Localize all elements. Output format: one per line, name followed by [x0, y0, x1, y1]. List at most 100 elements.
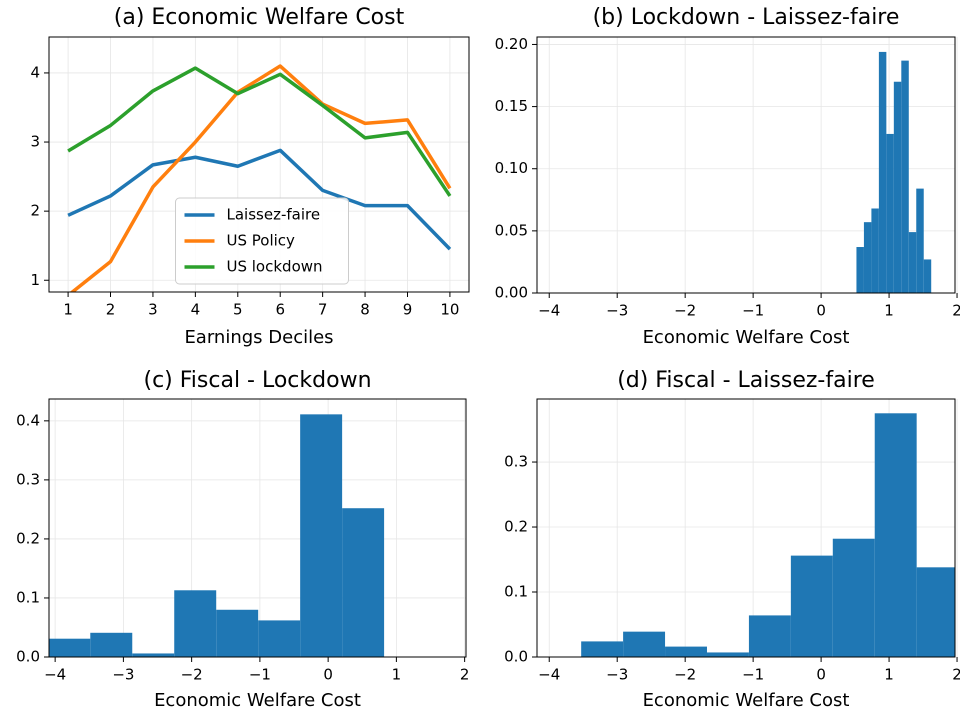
y-tick-label: 0.20 [495, 35, 528, 53]
x-tick-label: 7 [318, 301, 328, 319]
x-tick-label: 0 [816, 666, 826, 684]
axes-frame [536, 36, 956, 294]
subplot: −4 −3 −2 −1 0 1 2 0.0 0.1 0.2 0.3 0.4 (c) Fiscal - L… [16, 368, 469, 711]
bar [665, 646, 707, 657]
bar [856, 247, 864, 293]
bar [132, 653, 175, 657]
y-tick-label: 0.1 [504, 583, 528, 601]
x-tick-label: −3 [606, 302, 628, 320]
y-tick-label: 0.0 [16, 648, 40, 666]
y-tick-label: 0.15 [495, 97, 528, 115]
y-tick-label: 0.10 [495, 159, 528, 177]
x-tick-label: 2 [952, 666, 960, 684]
x-axis-label: Economic Welfare Cost [643, 327, 850, 348]
y-tick-label: 2 [30, 202, 40, 220]
x-tick-label: −3 [112, 666, 134, 684]
bar [863, 222, 872, 293]
chart-title: (c) Fiscal - Lockdown [143, 368, 371, 393]
bar [49, 638, 91, 657]
x-tick-label: 5 [233, 301, 243, 319]
chart-title: (d) Fiscal - Laissez-faire [617, 368, 875, 393]
x-tick-label: −1 [249, 666, 271, 684]
line [69, 64, 452, 292]
y-tick-label: 0.05 [495, 221, 528, 239]
x-tick-label: −2 [181, 666, 203, 684]
x-tick-label: 0 [323, 666, 333, 684]
y-tick-label: 0.00 [495, 284, 528, 302]
legend-label: Laissez-faire [227, 206, 321, 224]
y-tick-label: 0.1 [16, 588, 40, 606]
bar [90, 632, 133, 657]
axes-frame [48, 398, 467, 658]
bar [916, 188, 924, 293]
bar [874, 413, 917, 657]
bar [581, 641, 624, 657]
x-tick-label: 1 [884, 666, 894, 684]
x-tick-label: 10 [440, 301, 459, 319]
x-tick-label: 2 [952, 302, 960, 320]
y-tick-label: 0.2 [504, 518, 528, 536]
x-axis-label: Economic Welfare Cost [154, 690, 361, 711]
x-tick-label: 6 [275, 301, 285, 319]
bar [916, 567, 955, 657]
bar [886, 133, 894, 293]
legend-label: US Policy [227, 232, 296, 250]
bar [748, 615, 791, 657]
x-tick-label: 4 [191, 301, 201, 319]
x-axis-label: Economic Welfare Cost [643, 690, 850, 711]
chart-title: (a) Economic Welfare Cost [114, 5, 405, 30]
subplot: −4 −3 −2 −1 0 1 2 0.00 0.05 0.10 0.15 0.20 (b) Lockd… [495, 5, 960, 348]
y-tick-label: 0.2 [16, 529, 40, 547]
y-tick-label: 0.3 [16, 470, 40, 488]
x-tick-label: −2 [674, 666, 696, 684]
x-axis-label: Earnings Deciles [184, 327, 333, 348]
x-tick-label: 1 [63, 301, 73, 319]
bar [790, 555, 833, 657]
axes-frame [536, 398, 956, 658]
bar [174, 590, 217, 657]
x-tick-label: 1 [884, 302, 894, 320]
plot-area [581, 413, 955, 657]
bar [908, 232, 917, 293]
bar [923, 259, 932, 293]
bar [342, 508, 385, 657]
x-tick-label: −2 [674, 302, 696, 320]
plot-area [49, 414, 385, 657]
chart-title: (b) Lockdown - Laissez-faire [593, 5, 900, 30]
y-tick-label: 0.4 [16, 411, 40, 429]
x-tick-label: −4 [44, 666, 66, 684]
subplot: 1 2 3 4 5 6 7 8 9 10 1 2 3 4 Laissez-faire US Policy US … [30, 5, 470, 348]
bar [901, 60, 909, 293]
x-tick-label: 0 [816, 302, 826, 320]
subplot: −4 −3 −2 −1 0 1 2 0.0 0.1 0.2 0.3 (d) Fiscal - Lais… [504, 368, 960, 711]
bar [871, 208, 879, 293]
x-tick-label: −1 [742, 302, 764, 320]
line [67, 66, 452, 197]
x-tick-label: −1 [742, 666, 764, 684]
x-tick-label: 2 [106, 301, 116, 319]
x-tick-label: 2 [460, 666, 470, 684]
y-tick-label: 0.0 [504, 648, 528, 666]
x-tick-label: −4 [538, 666, 560, 684]
x-tick-label: 3 [148, 301, 158, 319]
bar [623, 631, 666, 657]
x-tick-label: 8 [360, 301, 370, 319]
y-tick-label: 4 [30, 63, 40, 81]
legend-label: US lockdown [227, 258, 323, 276]
bar [832, 538, 875, 657]
bar [300, 414, 343, 657]
x-tick-label: −3 [606, 666, 628, 684]
bar [258, 620, 301, 657]
legend-box [175, 197, 349, 285]
y-tick-label: 1 [30, 271, 40, 289]
plot-area [67, 64, 452, 292]
bar [216, 609, 259, 657]
x-tick-label: −4 [538, 302, 560, 320]
legend: Laissez-faire US Policy US lockdown [175, 197, 349, 285]
x-tick-label: 1 [392, 666, 402, 684]
line [67, 148, 452, 251]
bar [878, 51, 887, 293]
plot-area [856, 51, 932, 293]
x-tick-label: 9 [403, 301, 413, 319]
